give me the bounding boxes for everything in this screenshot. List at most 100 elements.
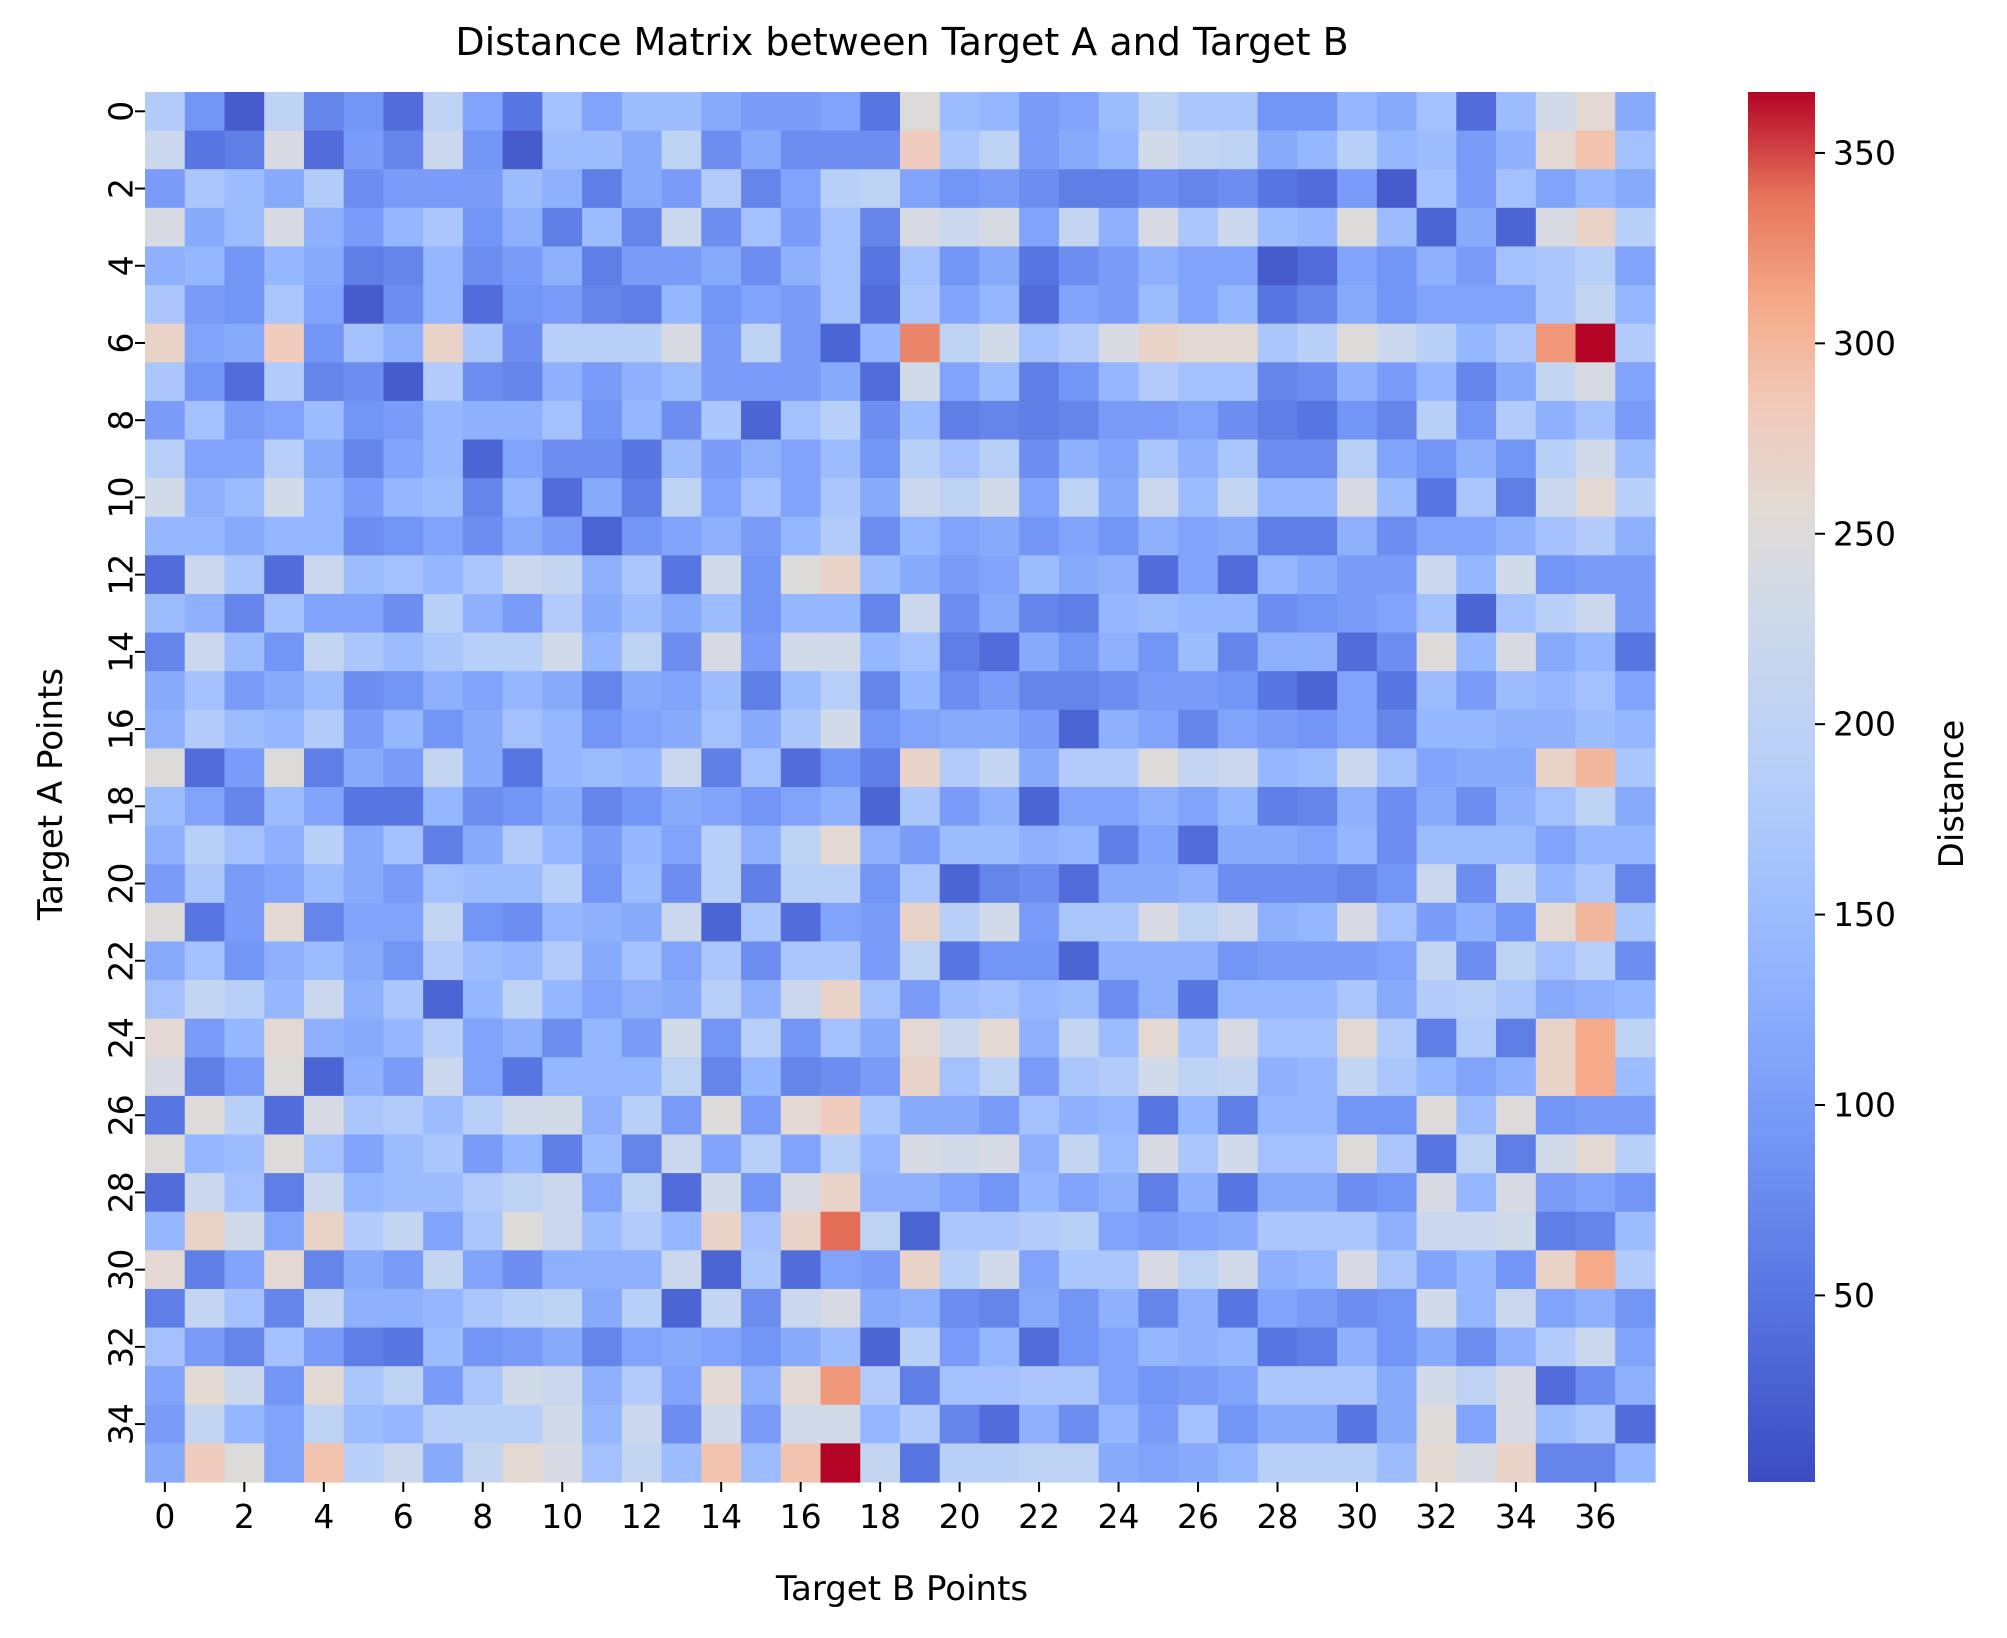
heatmap-cell — [860, 941, 901, 981]
heatmap-cell — [939, 1134, 981, 1174]
heatmap-cell — [979, 555, 1020, 595]
heatmap-cell — [1098, 439, 1140, 479]
heatmap-cell — [224, 323, 265, 363]
heatmap-cell — [860, 516, 901, 556]
heatmap-cell — [1217, 478, 1259, 518]
heatmap-cell — [184, 787, 226, 827]
x-tick-label: 14 — [700, 1497, 742, 1536]
heatmap-cell — [1456, 1404, 1497, 1444]
heatmap-cell — [820, 516, 861, 556]
heatmap-cell — [1456, 439, 1497, 479]
heatmap-cell — [780, 1211, 822, 1251]
heatmap-cell — [979, 1057, 1020, 1097]
heatmap-cell — [1416, 1404, 1457, 1444]
heatmap-cell — [343, 1250, 385, 1290]
heatmap-cell — [582, 980, 623, 1020]
heatmap-cell — [303, 1095, 345, 1136]
heatmap-cell — [939, 1404, 981, 1444]
heatmap-cell — [939, 1095, 981, 1136]
heatmap-cell — [1098, 323, 1140, 363]
heatmap-cell — [1376, 709, 1418, 749]
heatmap-cell — [145, 864, 186, 904]
heatmap-cell — [303, 593, 345, 634]
heatmap-cell — [1138, 941, 1179, 981]
heatmap-cell — [542, 1018, 583, 1058]
heatmap-cell — [939, 130, 981, 170]
heatmap-cell — [1535, 246, 1577, 286]
heatmap-cell — [820, 1288, 861, 1329]
heatmap-cell — [423, 130, 464, 170]
heatmap-cell — [820, 748, 861, 788]
heatmap-cell — [860, 169, 901, 209]
heatmap-cell — [621, 671, 663, 711]
heatmap-cell — [303, 478, 345, 518]
heatmap-cell — [1178, 1366, 1219, 1406]
heatmap-cell — [145, 787, 186, 827]
heatmap-cell — [701, 516, 742, 556]
heatmap-cell — [343, 1018, 385, 1058]
heatmap-cell — [423, 671, 464, 711]
heatmap-cell — [502, 246, 543, 286]
heatmap-cell — [462, 864, 504, 904]
x-tick-label: 28 — [1257, 1497, 1299, 1536]
heatmap-cell — [1098, 246, 1140, 286]
heatmap-cell — [423, 1095, 464, 1136]
heatmap-cell — [1535, 1211, 1577, 1251]
heatmap-cell — [1297, 92, 1338, 132]
heatmap-cell — [1575, 400, 1616, 441]
heatmap-cell — [1019, 1173, 1060, 1213]
heatmap-cell — [621, 555, 663, 595]
heatmap-cell — [145, 555, 186, 595]
heatmap-cell — [1376, 1018, 1418, 1058]
heatmap-cell — [145, 1057, 186, 1097]
heatmap-cell — [502, 400, 543, 441]
heatmap-cell — [1337, 207, 1378, 248]
heatmap-cell — [462, 1250, 504, 1290]
heatmap-cell — [1178, 478, 1219, 518]
heatmap-cell — [780, 555, 822, 595]
heatmap-cell — [264, 1250, 305, 1290]
heatmap-cell — [542, 748, 583, 788]
heatmap-cell — [1178, 1443, 1219, 1483]
heatmap-cell — [1217, 787, 1259, 827]
heatmap-cell — [1058, 478, 1100, 518]
heatmap-cell — [303, 1134, 345, 1174]
heatmap-cell — [1297, 1327, 1338, 1367]
heatmap-cell — [423, 323, 464, 363]
heatmap-cell — [1496, 1134, 1537, 1174]
heatmap-cell — [1019, 902, 1060, 943]
heatmap-cell — [621, 92, 663, 132]
heatmap-cell — [264, 555, 305, 595]
heatmap-cell — [741, 632, 782, 672]
heatmap-cell — [900, 748, 941, 788]
heatmap-cell — [383, 1095, 424, 1136]
heatmap-cell — [741, 130, 782, 170]
heatmap-cell — [1416, 400, 1457, 441]
colorbar-ticks: 50 100 150 200 250 300 350 — [1815, 133, 1896, 1315]
heatmap-cell — [701, 709, 742, 749]
heatmap-cell — [1575, 478, 1616, 518]
heatmap-cell — [264, 1134, 305, 1174]
heatmap-cell — [224, 1134, 265, 1174]
heatmap-cell — [1615, 1404, 1656, 1444]
heatmap-cell — [1535, 1443, 1577, 1483]
heatmap-cell — [1337, 92, 1378, 132]
heatmap-cell — [542, 1288, 583, 1329]
heatmap-cell — [264, 1366, 305, 1406]
heatmap-cell — [224, 1211, 265, 1251]
heatmap-cell — [1575, 1173, 1616, 1213]
heatmap-cell — [820, 169, 861, 209]
heatmap-cell — [820, 130, 861, 170]
heatmap-cell — [1098, 1404, 1140, 1444]
heatmap-cell — [1376, 362, 1418, 402]
heatmap-cell — [1257, 439, 1298, 479]
heatmap-cell — [979, 478, 1020, 518]
heatmap-cell — [1138, 285, 1179, 325]
heatmap-cell — [1456, 632, 1497, 672]
heatmap-cell — [383, 362, 424, 402]
heatmap-cell — [701, 207, 742, 248]
heatmap-cell — [1217, 671, 1259, 711]
heatmap-cell — [1138, 555, 1179, 595]
heatmap-cell — [741, 400, 782, 441]
heatmap-cell — [979, 246, 1020, 286]
